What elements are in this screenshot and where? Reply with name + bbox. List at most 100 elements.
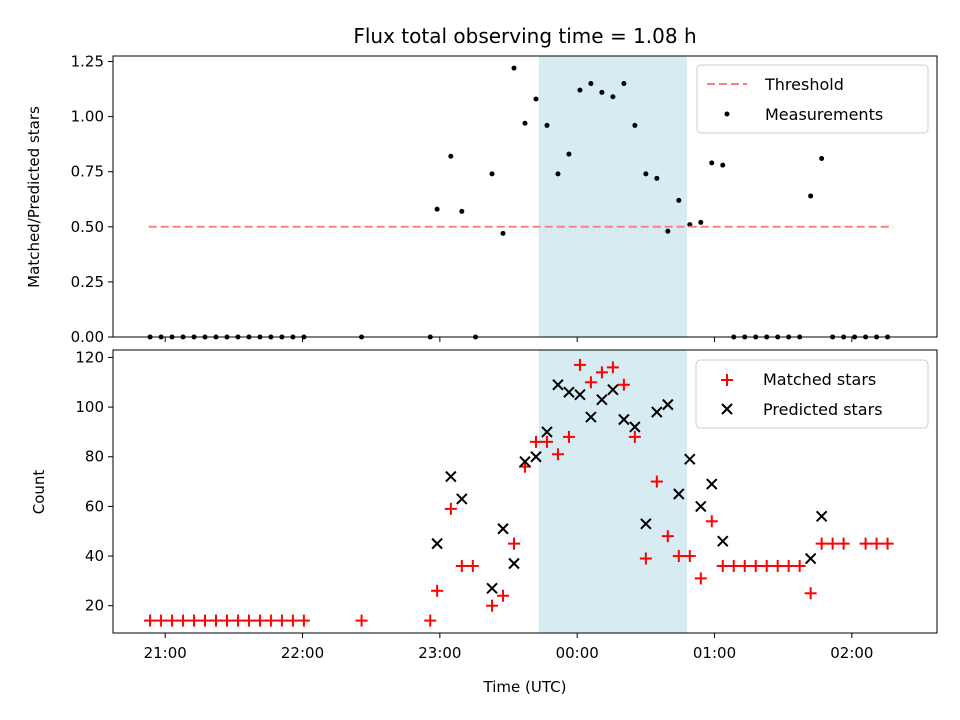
y-tick-label: 0.25 <box>71 273 104 291</box>
matched-stars-point <box>606 361 619 374</box>
matched-stars-point <box>466 559 479 572</box>
measurement-point <box>819 155 825 161</box>
measurement-point <box>588 81 594 87</box>
y-tick-label: 1.25 <box>71 53 104 71</box>
matched-stars-point <box>727 559 740 572</box>
matched-stars-point <box>177 614 190 627</box>
measurement-point <box>610 94 616 100</box>
measurement-point <box>599 89 605 95</box>
y-tick-label: 60 <box>85 497 104 515</box>
predicted-stars-point <box>563 386 575 398</box>
legend-top: Threshold Measurements <box>696 64 929 134</box>
x-tick-label: 00:00 <box>556 644 599 662</box>
predicted-stars-point <box>541 426 553 438</box>
matched-stars-point <box>155 614 168 627</box>
matched-stars-point <box>771 559 784 572</box>
matched-stars-point <box>253 614 266 627</box>
legend-matched-marker <box>721 374 733 386</box>
matched-stars-point <box>486 599 499 612</box>
matched-stars-point <box>220 614 233 627</box>
legend-predicted-marker <box>721 403 733 415</box>
measurement-point <box>566 151 572 157</box>
measurement-point <box>489 171 495 177</box>
matched-stars-point <box>231 614 244 627</box>
predicted-stars-point <box>519 456 531 468</box>
matched-stars-point <box>275 614 288 627</box>
matched-stars-point <box>188 614 201 627</box>
matched-stars-point <box>705 515 718 528</box>
matched-stars-point <box>584 376 597 389</box>
measurement-point <box>709 160 715 166</box>
predicted-stars-point <box>497 523 509 535</box>
legend-bottom: Matched stars Predicted stars <box>695 359 929 429</box>
x-axis-label: Time (UTC) <box>483 678 567 696</box>
predicted-stars-point <box>651 406 663 418</box>
plot-frame-top <box>112 55 938 338</box>
measurement-point <box>654 175 660 181</box>
measurement-point <box>448 153 454 159</box>
y-tick-label: 80 <box>85 448 104 466</box>
matched-stars-point <box>683 550 696 563</box>
ratio-panel: Flux total observing time = 1.08 h 0.00 0… <box>25 24 938 346</box>
measurement-point <box>665 228 671 234</box>
matched-stars-point <box>286 614 299 627</box>
predicted-stars-point <box>684 453 696 465</box>
matched-stars-point <box>881 537 894 550</box>
matched-stars-point <box>508 537 521 550</box>
x-tick-label: 21:00 <box>144 644 187 662</box>
measurement-point <box>621 81 627 87</box>
matched-stars-point <box>497 589 510 602</box>
predicted-stars-point <box>706 478 718 490</box>
matched-stars-point <box>694 572 707 585</box>
x-tick-label: 22:00 <box>281 644 324 662</box>
y-tick-label: 40 <box>85 547 104 565</box>
predicted-stars-point <box>530 451 542 463</box>
measurement-point <box>577 87 583 93</box>
measurement-point <box>544 122 550 128</box>
matched-stars-point <box>444 502 457 515</box>
matched-stars-point <box>793 559 806 572</box>
matched-stars-point <box>573 358 586 371</box>
matched-stars-point <box>455 559 468 572</box>
x-tick-label: 01:00 <box>693 644 736 662</box>
legend-measurements-label: Measurements <box>765 105 883 124</box>
predicted-stars-point <box>486 582 498 595</box>
matched-stars-point <box>562 430 575 443</box>
predicted-stars-point <box>574 388 586 401</box>
matched-stars-point <box>355 614 368 627</box>
predicted-stars-point <box>618 413 630 426</box>
plot-frame-bottom <box>112 349 938 634</box>
measurement-point <box>522 120 528 126</box>
predicted-stars-point <box>804 552 817 565</box>
measurement-point <box>533 96 539 102</box>
predicted-stars-point <box>585 411 597 423</box>
matched-stars-point <box>595 366 608 379</box>
shaded-span-top <box>538 56 688 337</box>
matched-stars-point <box>826 537 839 550</box>
matched-stars-point <box>738 559 751 572</box>
matched-stars-point <box>650 475 663 488</box>
y-tick-label: 120 <box>75 348 104 366</box>
matched-stars-point <box>144 614 157 627</box>
matched-stars-point <box>551 448 564 461</box>
y-tick-label: 1.00 <box>71 108 104 126</box>
matched-stars-point <box>661 530 674 543</box>
y-tick-label: 0.75 <box>71 163 104 181</box>
predicted-stars-point <box>508 557 520 570</box>
predicted-stars-point <box>596 393 608 406</box>
shaded-span-bottom <box>538 350 688 633</box>
matched-stars-point <box>540 435 553 448</box>
matched-stars-point <box>804 587 817 600</box>
matched-stars-point <box>431 584 444 597</box>
matched-stars-point <box>815 537 828 550</box>
matched-stars-point <box>749 559 762 572</box>
measurement-point <box>459 208 465 214</box>
matched-stars-point <box>166 614 179 627</box>
matched-stars-point <box>242 614 255 627</box>
count-panel: 20 40 60 80 100 120 21:00 22:00 23:00 00:00 01:00… <box>30 348 938 696</box>
y-axis-label-bottom: Count <box>30 470 48 515</box>
matched-stars-point <box>716 559 729 572</box>
measurement-point <box>500 230 506 236</box>
matched-stars-point <box>859 537 872 550</box>
predicted-stars-point <box>717 535 729 547</box>
